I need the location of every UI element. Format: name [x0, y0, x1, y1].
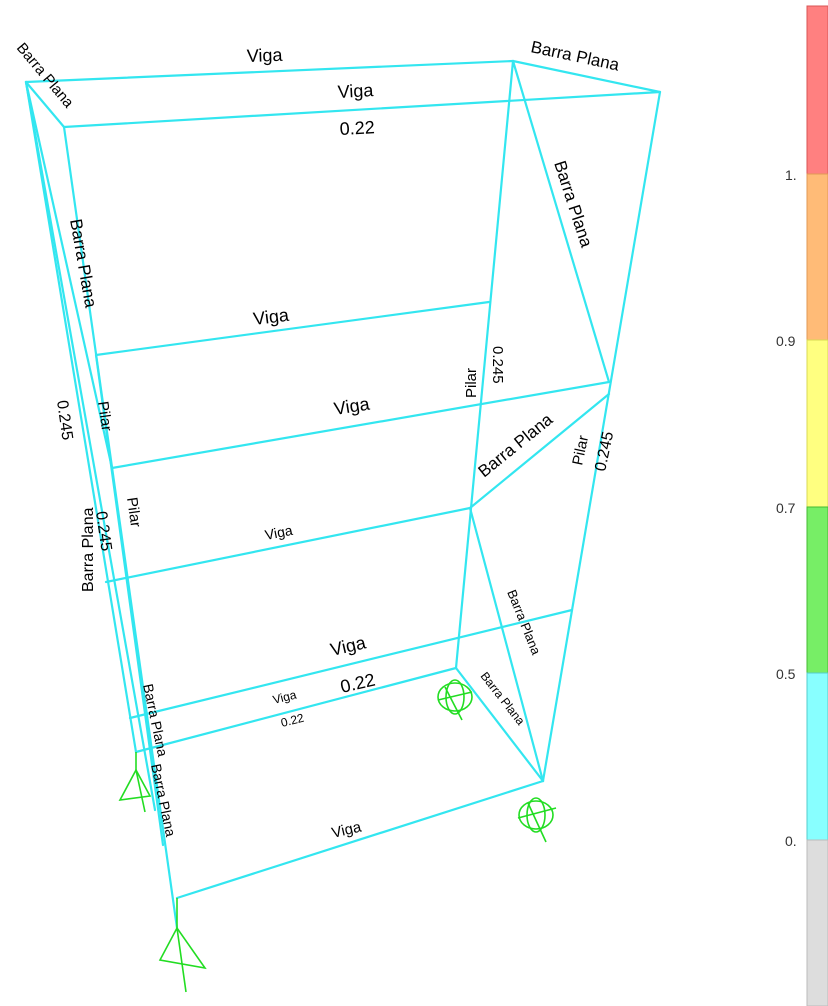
legend-band-0-0.5	[806, 672, 828, 841]
label-top-left-beam: Viga	[246, 45, 283, 66]
label-beam-low-a: Viga	[328, 632, 368, 660]
fixed-support-icon[interactable]	[437, 679, 473, 721]
label-beam-low-b: Viga	[271, 687, 298, 706]
label-beam-low-a-value: 0.22	[338, 670, 377, 697]
legend-tick-1: 1.	[785, 167, 797, 183]
fixed-support-icon[interactable]	[517, 797, 557, 843]
member-diag-mid[interactable]	[468, 392, 611, 510]
label-left-overlap-b: 0.245	[92, 510, 114, 552]
label-left-value: 0.245	[53, 399, 75, 441]
pinned-support-icon[interactable]	[118, 752, 152, 813]
legend-band-0.5-0.7	[806, 506, 828, 674]
member-diag-right-lower[interactable]	[468, 506, 545, 783]
member-diag-small[interactable]	[454, 666, 545, 783]
member-mid-beam-upper[interactable]	[94, 300, 491, 357]
label-top-left-corner: Barra Plana	[13, 40, 77, 112]
label-pillar-center: Pilar	[463, 368, 480, 398]
pinned-support-icon[interactable]	[158, 898, 207, 993]
frame-members	[24, 59, 662, 930]
label-right-diagonal-top: Barra Plana	[550, 158, 596, 250]
legend-color-bar	[806, 5, 828, 1006]
label-left-column-brace: Barra Plana	[66, 217, 100, 309]
label-pillar-center-value: 0.245	[489, 346, 506, 384]
label-diag-right-lower: Barra Plana	[504, 588, 544, 658]
member-right-column-back[interactable]	[454, 59, 515, 670]
label-pillar-left-b: Pilar	[123, 496, 144, 528]
legend-band-0.7-0.9	[806, 339, 828, 508]
label-top-right-corner: Barra Plana	[529, 37, 621, 74]
label-beam-bottom: Viga	[330, 818, 363, 841]
supports	[118, 679, 557, 993]
member-bottom-beam[interactable]	[175, 779, 545, 900]
member-top-left-side[interactable]	[24, 80, 66, 129]
label-mid-beam-upper: Viga	[252, 305, 291, 329]
member-left-brace-c[interactable]	[94, 353, 165, 847]
label-top-right-beam: Viga	[337, 80, 375, 102]
member-right-diagonal-top[interactable]	[511, 59, 611, 384]
legend-band-above-1	[806, 5, 828, 175]
member-top-right-side[interactable]	[511, 59, 662, 94]
member-low-beam-a[interactable]	[128, 608, 574, 720]
legend-tick-0.5: 0.5	[776, 666, 796, 682]
legend-tick-0: 0.	[785, 833, 797, 849]
label-pillar-right: Pilar	[569, 434, 592, 467]
legend-tick-0.7: 0.7	[776, 500, 796, 516]
legend-tick-labels: 1. 0.9 0.7 0.5 0.	[776, 167, 797, 849]
label-top-right-beam-value: 0.22	[339, 117, 375, 139]
member-low-beam-b[interactable]	[134, 666, 458, 754]
member-third-beam[interactable]	[104, 506, 472, 584]
member-left-brace-a[interactable]	[24, 80, 114, 470]
label-pillar-right-value: 0.245	[592, 430, 617, 473]
member-left-column-back[interactable]	[24, 80, 138, 754]
member-labels: Viga Viga 0.22 Barra Plana Barra Plana B…	[13, 37, 622, 842]
member-mid-beam-lower[interactable]	[110, 380, 611, 470]
label-mid-beam-lower: Viga	[332, 393, 371, 418]
label-pillar-left-a: Pilar	[94, 400, 115, 432]
member-right-column-front[interactable]	[541, 90, 662, 783]
label-left-overlap-a: Barra Plana	[80, 507, 97, 592]
member-left-brace-b[interactable]	[24, 80, 157, 812]
legend-tick-0.9: 0.9	[776, 333, 796, 349]
legend-band-below-0	[806, 839, 828, 1006]
member-top-front-beam[interactable]	[62, 90, 662, 129]
label-beam-low-b-value: 0.22	[279, 711, 305, 730]
member-top-back-beam[interactable]	[24, 59, 515, 84]
label-beam-third: Viga	[264, 522, 295, 543]
legend-band-0.9-1	[806, 173, 828, 341]
